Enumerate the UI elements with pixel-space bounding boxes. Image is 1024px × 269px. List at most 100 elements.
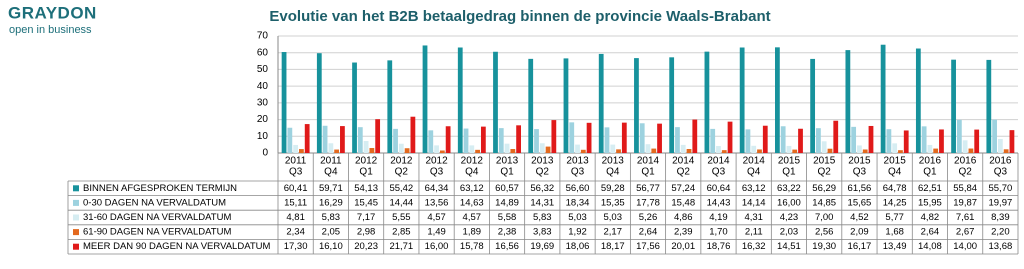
table-value: 14,00 (953, 241, 977, 252)
table-value: 14,85 (812, 197, 836, 208)
bar (545, 146, 551, 153)
legend-label: 61-90 DAGEN NA VERVALDATUM (83, 227, 231, 238)
table-value: 54,13 (354, 183, 378, 194)
table-value: 57,24 (671, 183, 695, 194)
legend-swatch (73, 199, 79, 206)
table-value: 16,29 (319, 197, 343, 208)
table-value: 16,10 (319, 241, 343, 252)
x-tick-label: 2012 (390, 156, 413, 167)
bar (739, 47, 745, 153)
table-value: 4,81 (286, 212, 305, 223)
table-value: 20,01 (671, 241, 695, 252)
table-value: 15,45 (354, 197, 378, 208)
bar (598, 53, 604, 154)
x-tick-label: 2014 (707, 156, 730, 167)
table-value: 2,98 (357, 227, 376, 238)
bar (716, 145, 721, 153)
table-value: 7,17 (357, 212, 376, 223)
bar (551, 120, 557, 153)
logo-name: GRAYDON (8, 3, 97, 22)
x-tick-label: Q3 (712, 167, 726, 178)
bar (810, 58, 816, 154)
x-tick-label: Q1 (641, 167, 655, 178)
table-value: 2,67 (956, 227, 975, 238)
bar (393, 128, 398, 153)
table-value: 1,70 (709, 227, 728, 238)
bar (933, 148, 939, 153)
bar (634, 58, 639, 153)
table-value: 4,19 (709, 212, 728, 223)
bar (322, 125, 328, 153)
bar (610, 144, 616, 153)
bar (792, 149, 798, 153)
bar (786, 145, 792, 153)
y-tick-label: 40 (257, 81, 269, 92)
bar (868, 125, 874, 153)
legend-swatch (73, 185, 79, 192)
y-tick-label: 70 (257, 31, 269, 42)
table-value: 59,71 (319, 183, 343, 194)
x-tick-label: Q4 (324, 167, 338, 178)
table-value: 5,77 (885, 212, 904, 223)
table-value: 2,38 (498, 227, 517, 238)
table-value: 2,64 (639, 227, 658, 238)
table-value: 60,64 (707, 183, 731, 194)
table-value: 15,48 (671, 197, 695, 208)
table-value: 56,29 (812, 183, 836, 194)
table-value: 16,00 (425, 241, 449, 252)
bar (968, 148, 974, 153)
table-value: 14,43 (707, 197, 731, 208)
bar (575, 144, 580, 153)
y-tick-label: 50 (257, 64, 269, 75)
x-tick-label: 2016 (954, 156, 977, 167)
table-value: 7,61 (956, 212, 975, 223)
bar (316, 53, 322, 153)
table-value: 18,06 (566, 241, 590, 252)
table-value: 59,28 (601, 183, 625, 194)
table-value: 4,23 (780, 212, 799, 223)
legend-swatch (73, 243, 79, 250)
bar (457, 47, 463, 153)
table-value: 15,65 (848, 197, 872, 208)
bar (352, 62, 357, 153)
x-tick-label: 2015 (848, 156, 871, 167)
x-tick-label: 2013 (602, 156, 625, 167)
table-value: 2,05 (322, 227, 341, 238)
x-tick-label: 2014 (637, 156, 660, 167)
x-tick-label: Q4 (747, 167, 761, 178)
table-value: 3,83 (533, 227, 552, 238)
x-tick-label: Q4 (606, 167, 620, 178)
x-tick-label: 2013 (531, 156, 554, 167)
x-tick-label: 2011 (285, 156, 307, 167)
bar (580, 149, 586, 153)
table-value: 15,95 (918, 197, 942, 208)
bar (563, 58, 569, 154)
table-value: 19,30 (812, 241, 836, 252)
table-value: 13,49 (883, 241, 907, 252)
bar (363, 141, 369, 153)
table-value: 14,44 (389, 197, 413, 208)
bar (892, 143, 898, 153)
logo-tagline: open in business (9, 24, 92, 36)
bar (669, 57, 675, 154)
table-value: 16,17 (848, 241, 872, 252)
bar (721, 150, 727, 153)
table-value: 5,03 (604, 212, 623, 223)
y-tick-label: 0 (262, 148, 268, 159)
bar (816, 128, 821, 153)
legend-label: MEER DAN 90 DAGEN NA VERVALDATUM (83, 241, 270, 252)
bar (504, 143, 510, 153)
bar (974, 129, 980, 153)
table-value: 55,42 (389, 183, 413, 194)
bar (1003, 149, 1009, 153)
table-value: 4,31 (744, 212, 763, 223)
x-tick-label: 2016 (989, 156, 1012, 167)
bar (475, 149, 480, 153)
table-value: 17,30 (284, 241, 308, 252)
bar (939, 129, 944, 153)
bar (833, 120, 839, 153)
x-tick-label: Q1 (923, 167, 937, 178)
bar (469, 145, 475, 153)
bar (299, 149, 304, 153)
